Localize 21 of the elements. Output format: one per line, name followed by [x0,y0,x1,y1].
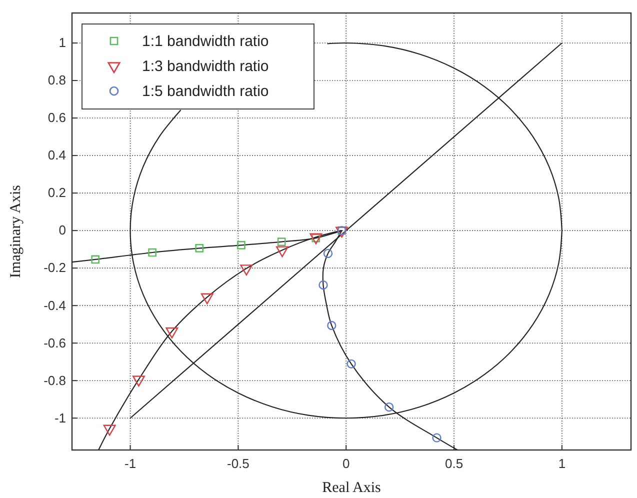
y-tick-label: 0.4 [48,148,66,163]
y-tick-label: -0.6 [44,335,66,350]
y-tick-label: -1 [54,410,66,426]
y-tick-label: -0.8 [44,372,66,388]
y-tick-label: 0 [58,222,66,238]
x-axis-title: Real Axis [322,480,382,496]
legend-label: 1:1 bandwidth ratio [142,33,269,50]
y-tick-label: -0.4 [44,298,66,313]
x-tick-label: 0 [342,456,350,472]
y-tick-label: -0.2 [44,260,66,276]
y-tick-label: 1 [58,35,66,50]
y-tick-label: 0.6 [48,110,66,126]
x-tick-label: 0.5 [444,456,464,472]
legend-label: 1:5 bandwidth ratio [142,83,269,100]
x-tick-label: 1 [558,456,566,472]
y-axis-title: Imaginary Axis [8,184,24,278]
x-tick-label: -0.5 [226,456,250,472]
legend-label: 1:3 bandwidth ratio [142,58,269,75]
x-tick-label: -1 [124,456,136,472]
y-tick-label: 0.2 [48,185,66,200]
y-tick-label: 0.8 [48,72,66,88]
